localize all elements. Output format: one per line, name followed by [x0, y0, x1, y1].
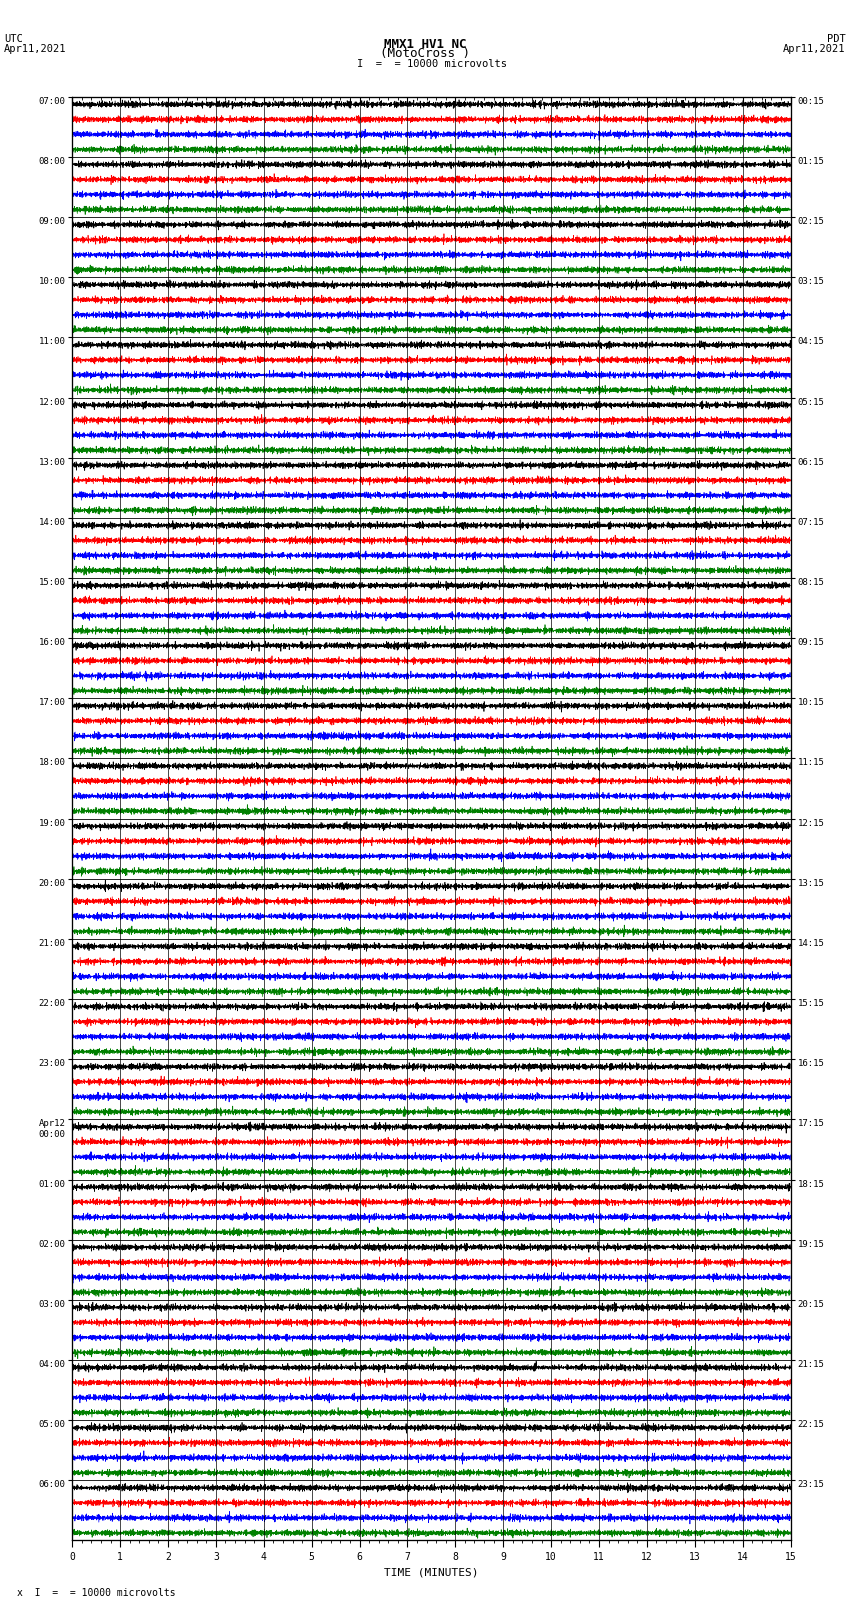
X-axis label: TIME (MINUTES): TIME (MINUTES) [384, 1568, 479, 1578]
Text: Apr11,2021: Apr11,2021 [783, 44, 846, 53]
Text: Apr11,2021: Apr11,2021 [4, 44, 67, 53]
Text: x  I  =  = 10000 microvolts: x I = = 10000 microvolts [17, 1589, 176, 1598]
Text: PDT: PDT [827, 34, 846, 44]
Text: UTC: UTC [4, 34, 23, 44]
Text: I  =  = 10000 microvolts: I = = 10000 microvolts [357, 58, 507, 69]
Text: MMX1 HV1 NC: MMX1 HV1 NC [383, 37, 467, 50]
Text: (MotoCross ): (MotoCross ) [380, 47, 470, 60]
